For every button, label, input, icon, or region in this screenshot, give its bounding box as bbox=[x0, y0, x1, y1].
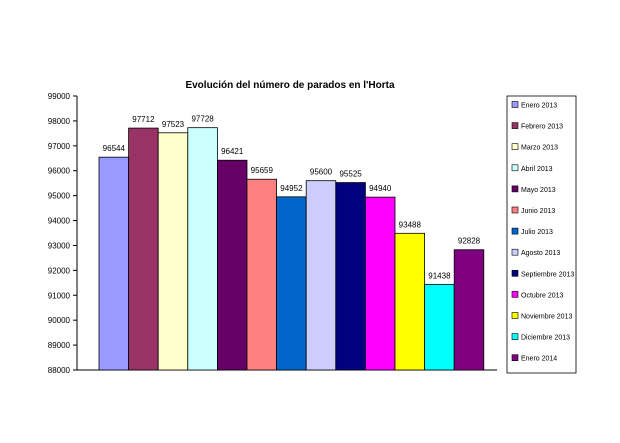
bar-5 bbox=[246, 178, 278, 371]
bar-8 bbox=[335, 182, 366, 371]
legend-swatch-5 bbox=[511, 206, 519, 214]
legend-swatch-10 bbox=[511, 312, 519, 319]
legend-label-7: Agosto 2013 bbox=[521, 250, 560, 257]
legend-label-10: Noviembre 2013 bbox=[521, 314, 572, 321]
legend-swatch-9 bbox=[511, 291, 519, 298]
bar-12 bbox=[453, 249, 485, 371]
legend-swatch-8 bbox=[511, 269, 519, 277]
data-labels: 96544 97712 97523 97728 96421 95659 94952 95600… bbox=[103, 115, 481, 281]
data-label-8: 95525 bbox=[339, 170, 362, 179]
bar-3 bbox=[187, 127, 218, 371]
data-label-0: 96544 bbox=[103, 144, 126, 153]
legend-swatch-4 bbox=[511, 185, 519, 193]
data-label-5: 95659 bbox=[251, 166, 274, 175]
legend-swatch-2 bbox=[511, 143, 519, 150]
bars bbox=[98, 127, 485, 371]
bar-1 bbox=[128, 127, 159, 371]
data-label-10: 93488 bbox=[399, 220, 422, 229]
data-label-1: 97712 bbox=[132, 115, 155, 124]
y-tick-label: 99000 bbox=[48, 92, 71, 101]
y-tick-label: 89000 bbox=[48, 341, 71, 350]
data-label-7: 95600 bbox=[310, 168, 333, 177]
legend: Enero 2013 Febrero 2013 Marzo 2013 Abril 20… bbox=[506, 95, 577, 374]
legend-label-6: Julio 2013 bbox=[521, 229, 553, 236]
legend-label-4: Mayo 2013 bbox=[521, 187, 556, 194]
legend-label-9: Octubre 2013 bbox=[521, 292, 564, 299]
y-tick-label: 91000 bbox=[48, 291, 71, 300]
bar-7 bbox=[305, 180, 337, 371]
legend-label-11: Diciembre 2013 bbox=[521, 335, 570, 342]
data-label-9: 94940 bbox=[369, 184, 392, 193]
bar-4 bbox=[216, 159, 248, 371]
legend-label-8: Septiembre 2013 bbox=[521, 271, 574, 278]
legend-swatch-1 bbox=[511, 122, 519, 129]
data-label-12: 92828 bbox=[458, 237, 481, 246]
bar-6 bbox=[276, 196, 307, 371]
data-label-2: 97523 bbox=[162, 120, 185, 129]
y-tick-label: 98000 bbox=[48, 117, 71, 126]
data-label-6: 94952 bbox=[280, 184, 303, 193]
y-tick-label: 97000 bbox=[48, 142, 71, 151]
legend-label-1: Febrero 2013 bbox=[521, 124, 563, 131]
y-tick-label: 93000 bbox=[48, 241, 71, 250]
legend-swatch-0 bbox=[511, 101, 519, 108]
y-tick-label: 92000 bbox=[48, 266, 71, 275]
bar-2 bbox=[157, 132, 189, 371]
bar-11 bbox=[424, 283, 455, 371]
y-tick-label: 95000 bbox=[48, 192, 71, 201]
legend-label-0: Enero 2013 bbox=[521, 103, 557, 110]
bar-0 bbox=[98, 156, 130, 371]
chart-title: Evolución del número de parados en l'Hor… bbox=[185, 80, 395, 91]
y-tick-label: 96000 bbox=[48, 167, 71, 176]
legend-label-3: Abril 2013 bbox=[521, 166, 553, 173]
data-label-4: 96421 bbox=[221, 147, 244, 156]
legend-swatch-6 bbox=[511, 227, 519, 235]
y-tick-label: 88000 bbox=[48, 366, 71, 375]
legend-swatch-3 bbox=[511, 164, 519, 172]
legend-label-5: Junio 2013 bbox=[521, 208, 555, 215]
legend-box bbox=[506, 95, 577, 374]
bar-10 bbox=[394, 232, 426, 371]
y-tick-label: 90000 bbox=[48, 316, 71, 325]
legend-label-2: Marzo 2013 bbox=[521, 145, 558, 152]
legend-label-12: Enero 2014 bbox=[521, 356, 557, 363]
data-label-3: 97728 bbox=[191, 115, 214, 124]
legend-swatch-7 bbox=[511, 248, 519, 256]
legend-swatch-11 bbox=[511, 333, 519, 340]
y-tick-label: 94000 bbox=[48, 217, 71, 226]
legend-swatch-12 bbox=[511, 354, 519, 362]
bar-9 bbox=[364, 196, 396, 371]
data-label-11: 91438 bbox=[428, 271, 451, 280]
